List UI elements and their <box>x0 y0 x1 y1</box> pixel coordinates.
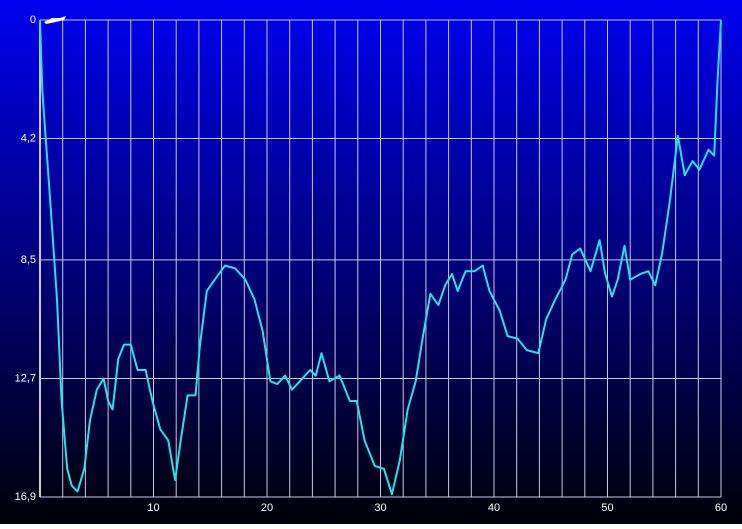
diver-icon <box>44 16 66 24</box>
x-tick-label: 40 <box>488 502 500 514</box>
y-tick-label: 16,9 <box>15 491 36 503</box>
x-tick-label: 20 <box>261 502 273 514</box>
grid <box>40 19 722 498</box>
y-tick-label: 8,5 <box>21 254 36 266</box>
x-tick-label: 30 <box>374 502 386 514</box>
x-tick-label: 60 <box>715 502 727 514</box>
plot <box>39 19 722 496</box>
labels: 10 20 30 40 50 60 0 4,2 8,5 12,7 16,9 <box>15 14 728 514</box>
x-tick-label: 50 <box>601 502 613 514</box>
y-tick-label: 4,2 <box>21 132 36 144</box>
depth-line <box>39 19 722 496</box>
y-tick-label: 12,7 <box>15 372 36 384</box>
y-tick-label: 0 <box>30 14 36 26</box>
x-tick-label: 10 <box>147 502 159 514</box>
